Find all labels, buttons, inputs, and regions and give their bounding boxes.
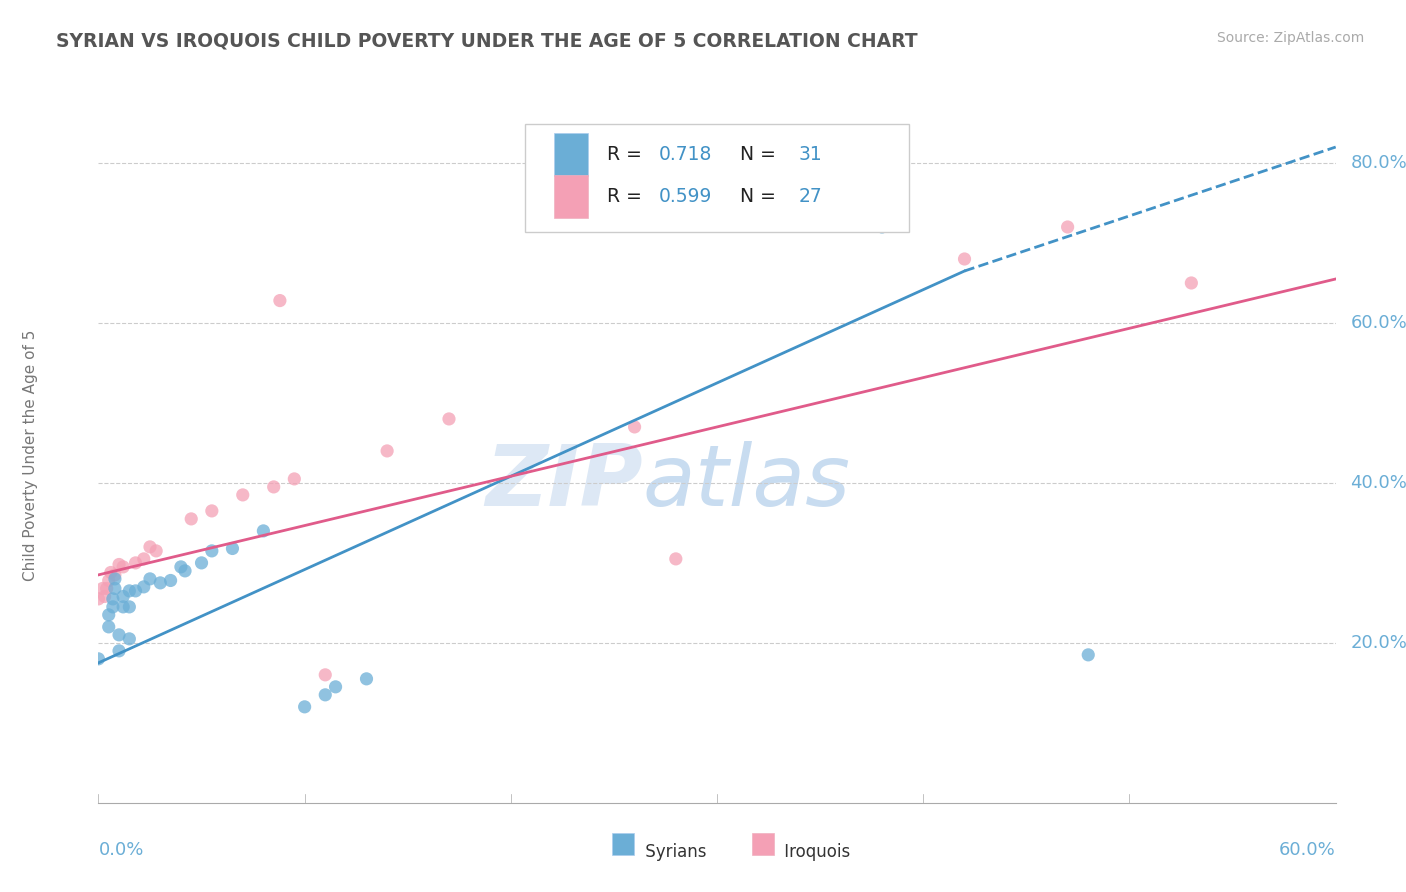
Text: atlas: atlas [643,442,851,524]
Point [118,632,141,646]
Point [112,590,135,604]
Point [375,444,398,458]
Point [263,480,285,494]
Point [221,541,243,556]
FancyBboxPatch shape [752,833,773,855]
Point [201,504,224,518]
Text: 27: 27 [799,186,823,205]
Point [356,672,378,686]
Point [180,512,202,526]
Point [170,560,193,574]
Text: Source: ZipAtlas.com: Source: ZipAtlas.com [1216,31,1364,45]
Text: 40.0%: 40.0% [1351,474,1406,491]
Point [91,582,114,596]
Point [118,599,141,614]
Point [623,420,645,434]
Point [87,652,110,666]
Point [100,566,122,580]
Point [97,574,120,588]
Text: 0.718: 0.718 [659,145,713,164]
Point [294,699,316,714]
Point [139,540,162,554]
Point [437,412,460,426]
Point [112,599,135,614]
Point [232,488,254,502]
Point [124,556,146,570]
Text: Child Poverty Under the Age of 5: Child Poverty Under the Age of 5 [22,329,38,581]
Point [96,582,118,596]
Point [97,607,120,622]
FancyBboxPatch shape [612,833,634,855]
Point [132,580,155,594]
Point [87,591,110,606]
Text: N =: N = [728,145,782,164]
Point [1077,648,1099,662]
Point [108,558,131,572]
Point [314,668,336,682]
Text: 60.0%: 60.0% [1279,841,1336,859]
Text: 20.0%: 20.0% [1351,634,1406,652]
Text: R =: R = [607,145,648,164]
Text: 60.0%: 60.0% [1351,314,1406,332]
Point [97,620,120,634]
Text: 0.0%: 0.0% [98,841,143,859]
Text: Iroquois: Iroquois [779,843,851,861]
Point [325,680,347,694]
Text: 80.0%: 80.0% [1351,154,1406,172]
Point [104,567,127,582]
Text: SYRIAN VS IROQUOIS CHILD POVERTY UNDER THE AGE OF 5 CORRELATION CHART: SYRIAN VS IROQUOIS CHILD POVERTY UNDER T… [56,31,918,50]
Point [112,560,135,574]
Point [201,544,224,558]
Point [870,219,893,234]
Text: N =: N = [728,186,782,205]
Point [269,293,291,308]
Point [108,644,131,658]
Point [104,572,127,586]
Point [953,252,976,266]
Text: R =: R = [607,186,648,205]
FancyBboxPatch shape [526,124,908,232]
Point [118,583,141,598]
Point [190,556,212,570]
Point [108,628,131,642]
Point [1180,276,1202,290]
Point [252,524,274,538]
FancyBboxPatch shape [554,133,588,176]
Point [159,574,181,588]
Point [101,599,124,614]
Point [132,552,155,566]
Point [1056,219,1078,234]
Point [101,591,124,606]
Point [314,688,336,702]
Point [104,582,127,596]
Point [145,544,167,558]
Point [283,472,305,486]
Point [665,552,688,566]
Text: 0.599: 0.599 [659,186,713,205]
Text: ZIP: ZIP [485,442,643,524]
Point [174,564,197,578]
Point [124,583,146,598]
Text: 31: 31 [799,145,823,164]
Point [139,572,162,586]
FancyBboxPatch shape [554,175,588,218]
Text: Syrians: Syrians [640,843,707,861]
Point [149,575,172,590]
Point [93,590,115,604]
